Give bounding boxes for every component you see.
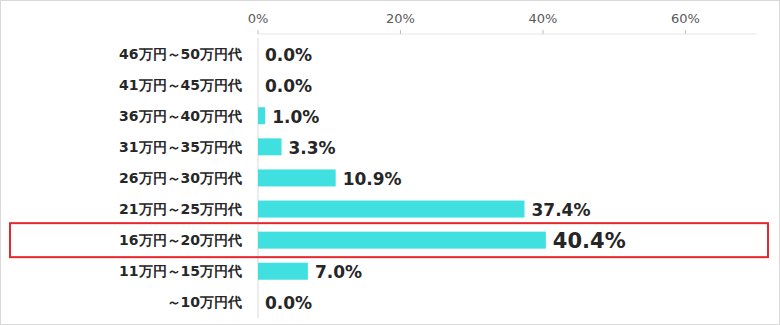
data-label: 10.9% bbox=[343, 169, 402, 189]
bar bbox=[258, 138, 282, 155]
data-label: 0.0% bbox=[265, 45, 312, 65]
tick-label: 60% bbox=[671, 11, 700, 26]
bar bbox=[258, 45, 259, 62]
category-label: 46万円～50万円代 bbox=[119, 46, 242, 62]
category-label: 21万円～25万円代 bbox=[119, 201, 242, 217]
bar bbox=[258, 76, 259, 93]
category-label: 41万円～45万円代 bbox=[119, 77, 242, 93]
tick-label: 40% bbox=[529, 11, 558, 26]
data-label: 0.0% bbox=[265, 76, 312, 96]
tick-mark bbox=[543, 30, 544, 34]
data-label: 40.4% bbox=[553, 229, 626, 253]
tick-mark bbox=[685, 30, 686, 34]
data-label: 0.0% bbox=[265, 293, 312, 313]
category-label: 31万円～35万円代 bbox=[119, 139, 242, 155]
bar bbox=[258, 201, 524, 218]
bar bbox=[258, 263, 308, 280]
tick-label: 20% bbox=[386, 11, 415, 26]
tick-label: 0% bbox=[248, 11, 269, 26]
tick-mark bbox=[400, 30, 401, 34]
data-label: 3.3% bbox=[289, 138, 336, 158]
bars bbox=[258, 107, 546, 280]
frame bbox=[1, 1, 780, 325]
tick-mark bbox=[258, 30, 259, 34]
bar bbox=[258, 169, 336, 186]
category-label: 26万円～30万円代 bbox=[119, 170, 242, 186]
chart-container: 0% 20% 40% 60% 46万円～50万円代 0.0% 41万円～45万円代 0.0% 3… bbox=[0, 0, 780, 325]
data-label: 7.0% bbox=[315, 262, 362, 282]
category-label: 16万円～20万円代 bbox=[119, 232, 242, 248]
bar bbox=[258, 232, 546, 249]
category-label: 36万円～40万円代 bbox=[119, 108, 242, 124]
highlight-box bbox=[10, 223, 768, 257]
category-label: ～10万円代 bbox=[167, 294, 242, 310]
data-label: 1.0% bbox=[272, 107, 319, 127]
bar bbox=[258, 107, 265, 124]
chart-svg: 0% 20% 40% 60% 46万円～50万円代 0.0% 41万円～45万円代 0.0% 3… bbox=[0, 0, 780, 325]
data-label: 37.4% bbox=[531, 200, 590, 220]
x-axis-line bbox=[258, 34, 757, 35]
category-label: 11万円～15万円代 bbox=[119, 263, 242, 279]
bar bbox=[258, 294, 259, 311]
